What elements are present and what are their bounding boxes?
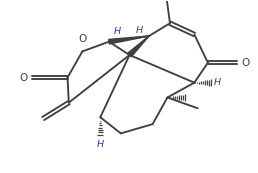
Text: H: H bbox=[114, 27, 121, 36]
Text: H: H bbox=[214, 78, 221, 87]
Polygon shape bbox=[128, 36, 149, 57]
Text: H: H bbox=[97, 140, 104, 149]
Text: O: O bbox=[78, 34, 86, 44]
Text: O: O bbox=[241, 58, 249, 68]
Text: O: O bbox=[20, 72, 28, 83]
Text: H: H bbox=[136, 26, 143, 35]
Polygon shape bbox=[109, 36, 149, 44]
